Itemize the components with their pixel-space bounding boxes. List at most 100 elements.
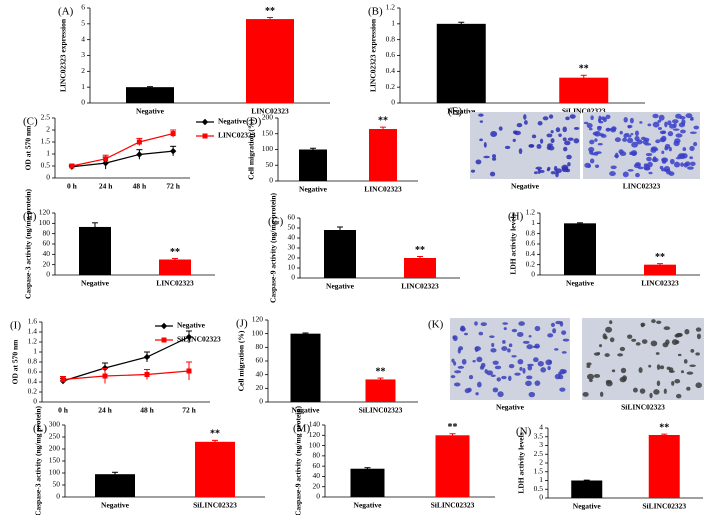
cell — [453, 382, 461, 387]
cell — [633, 163, 641, 169]
cell — [548, 114, 554, 119]
cell — [475, 392, 479, 396]
cell — [623, 117, 628, 123]
cell — [605, 127, 611, 132]
annotation: ** — [579, 64, 589, 75]
cell — [675, 156, 682, 160]
y-tick-label: 0 — [531, 270, 535, 279]
cell — [555, 127, 561, 133]
cell — [683, 162, 688, 168]
legend-label: Negative — [218, 117, 247, 126]
cell — [491, 342, 495, 348]
cell — [504, 145, 511, 150]
y-tick-label: 0.6 — [28, 367, 38, 376]
cell — [675, 333, 683, 338]
cell — [470, 169, 476, 173]
image-caption: Negative — [496, 403, 525, 412]
cell — [528, 334, 532, 338]
cell — [552, 328, 557, 334]
panel-label: (B) — [368, 6, 383, 18]
cell — [656, 380, 661, 387]
legend-marker — [160, 322, 168, 330]
cell — [667, 120, 672, 126]
cell — [550, 322, 555, 328]
cell — [600, 116, 606, 121]
cell — [675, 133, 683, 138]
legend-marker — [201, 118, 209, 126]
cell — [659, 165, 664, 170]
y-tick-label: 60 — [313, 461, 321, 470]
bar — [95, 474, 135, 497]
cell — [597, 126, 602, 131]
y-axis-label: Caspase-3 activity (ng/mg protein) — [24, 188, 33, 299]
cell — [595, 151, 602, 154]
y-tick-label: 0.5 — [534, 484, 544, 493]
bar — [404, 258, 436, 278]
y-tick-label: 1.6 — [28, 317, 38, 326]
bar — [126, 87, 174, 103]
cell — [569, 114, 576, 119]
cell — [627, 169, 634, 172]
bar — [365, 379, 396, 402]
cell — [498, 126, 503, 131]
panel-label: (I) — [10, 320, 21, 332]
y-tick-label: 0 — [33, 397, 37, 406]
cell — [604, 353, 610, 357]
cell — [586, 122, 593, 129]
cell — [668, 370, 675, 373]
point — [136, 139, 142, 145]
cell — [653, 148, 659, 151]
annotation: ** — [265, 6, 275, 17]
y-tick-label: 2.5 — [41, 113, 51, 122]
y-tick-label: 2.5 — [534, 449, 544, 458]
cell — [661, 160, 667, 164]
cell — [619, 346, 626, 352]
cell — [564, 140, 571, 146]
micrograph — [583, 112, 700, 179]
y-tick-label: 1.2 — [28, 337, 38, 346]
cell — [503, 327, 507, 331]
x-tick-label: Negative — [354, 501, 383, 510]
y-tick-label: 30 — [288, 243, 296, 252]
cell — [592, 131, 599, 136]
cell — [479, 120, 484, 123]
micrograph — [450, 318, 570, 400]
y-axis-label: Caspase-9 activity (ng/mg protein) — [269, 192, 278, 303]
y-tick-label: 1 — [81, 82, 85, 91]
y-tick-label: 0.6 — [526, 239, 536, 248]
cell — [502, 340, 506, 344]
cell — [477, 381, 482, 388]
cell — [669, 123, 676, 129]
cell — [512, 130, 518, 135]
image-caption: SiLINC02323 — [621, 403, 665, 412]
y-tick-label: 2 — [46, 125, 50, 134]
x-tick-label: Negative — [326, 282, 355, 291]
cell — [480, 362, 486, 368]
cell — [559, 321, 564, 327]
cell — [614, 152, 619, 159]
bar — [159, 259, 191, 275]
cell — [451, 358, 455, 363]
y-tick-label: 0.4 — [28, 377, 38, 386]
y-axis-label: LDH activity levels — [509, 213, 518, 274]
bar — [369, 129, 397, 181]
bar — [290, 333, 321, 402]
cell — [599, 391, 604, 397]
cell — [598, 120, 604, 124]
y-tick-label: 1.2 — [386, 3, 396, 12]
annotation: ** — [448, 422, 458, 433]
cell — [657, 127, 663, 130]
y-tick-label: 40 — [288, 233, 296, 242]
cell — [492, 154, 497, 159]
y-tick-label: 1 — [33, 347, 37, 356]
cell — [671, 339, 679, 345]
cell — [565, 116, 570, 121]
point — [170, 131, 176, 137]
y-tick-label: 200 — [49, 444, 61, 453]
cell — [693, 125, 700, 130]
legend-label: Negative — [177, 321, 206, 330]
bar — [324, 230, 356, 278]
micrograph-bg — [450, 318, 570, 400]
cell — [474, 321, 478, 326]
cell — [502, 322, 508, 325]
